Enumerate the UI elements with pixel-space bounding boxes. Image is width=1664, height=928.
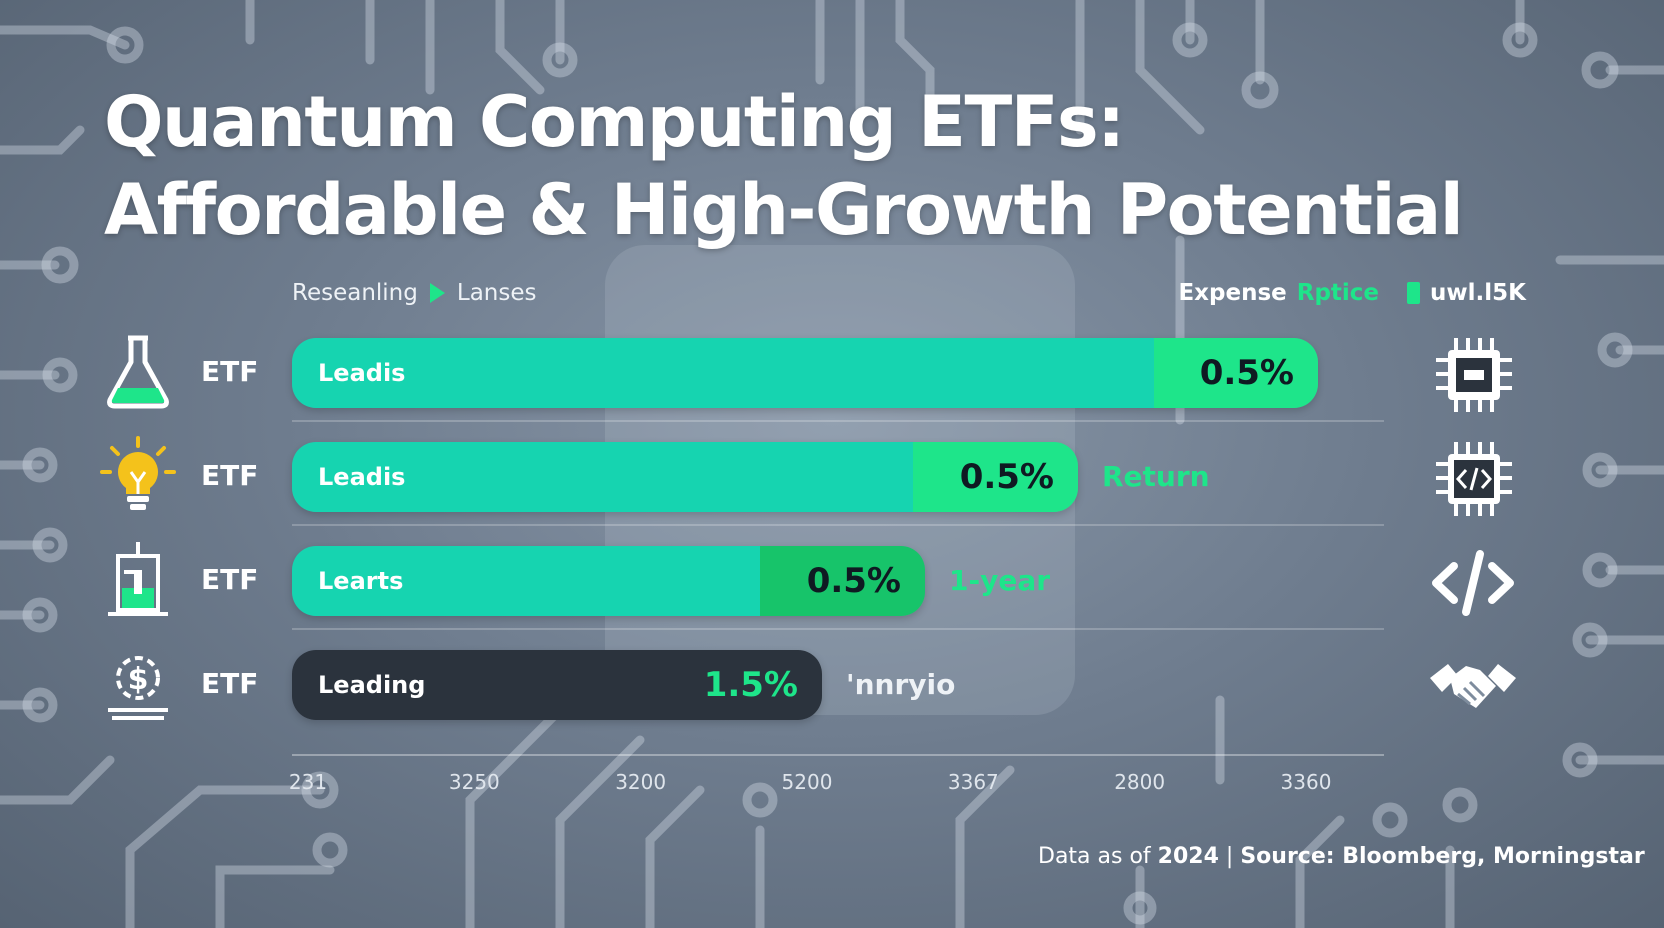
source-note: Data as of 2024 | Source: Bloomberg, Mor… bbox=[1038, 844, 1645, 869]
bar-segment-base bbox=[292, 442, 913, 512]
x-tick-label: 3360 bbox=[1280, 770, 1332, 794]
bar: Leadis 0.5% bbox=[292, 338, 1318, 408]
row-divider bbox=[292, 420, 1384, 422]
handshake-icon bbox=[1428, 642, 1518, 732]
dollar-gear-icon: $ bbox=[100, 644, 176, 724]
x-tick-label: 3200 bbox=[615, 770, 667, 794]
row-divider bbox=[292, 524, 1384, 526]
bar-label: Learts bbox=[318, 567, 404, 595]
lab-stand-icon bbox=[100, 540, 176, 620]
bar-value-label: 0.5% bbox=[1199, 353, 1294, 393]
source-prefix: Data as of bbox=[1038, 844, 1151, 869]
bar-segment-highlight bbox=[913, 442, 1078, 512]
bar: Leadis 0.5% bbox=[292, 442, 1078, 512]
bar-side-label: Return bbox=[1102, 460, 1210, 493]
bar: Leading 1.5% bbox=[292, 650, 822, 720]
legend-price-label: Rptice bbox=[1296, 280, 1380, 306]
etf-label: ETF bbox=[201, 667, 259, 700]
bar-segment-highlight bbox=[1154, 338, 1318, 408]
bar-value-label: 0.5% bbox=[959, 457, 1054, 497]
etf-label: ETF bbox=[201, 459, 259, 492]
legend-text: Lanses bbox=[456, 280, 537, 306]
code-brackets-icon bbox=[1428, 538, 1518, 628]
bar-segment-base bbox=[292, 650, 822, 720]
chip-icon bbox=[1428, 330, 1518, 420]
play-triangle-icon bbox=[429, 283, 445, 303]
code-chip-icon bbox=[1428, 434, 1518, 524]
bar-side-label: 1-year bbox=[949, 564, 1051, 597]
legend-value-label: uwl.l5K bbox=[1430, 280, 1526, 306]
bar-value-label: 1.5% bbox=[703, 665, 798, 705]
etf-label: ETF bbox=[201, 355, 259, 388]
bar-side-label: 'nnryio bbox=[846, 668, 956, 701]
source-year: 2024 bbox=[1157, 844, 1219, 869]
x-tick-label: 3250 bbox=[448, 770, 500, 794]
bar-segment-base bbox=[292, 338, 1154, 408]
row-divider bbox=[292, 628, 1384, 630]
bar-label: Leadis bbox=[318, 359, 406, 387]
x-tick-label: 2800 bbox=[1114, 770, 1166, 794]
title-line-2: Affordable & High-Growth Potential bbox=[104, 169, 1464, 251]
x-tick-label: 5200 bbox=[781, 770, 833, 794]
etf-label: ETF bbox=[201, 563, 259, 596]
bar-label: Leading bbox=[318, 671, 426, 699]
legend-text: Reseanling bbox=[292, 280, 418, 306]
bar-value-label: 0.5% bbox=[806, 561, 901, 601]
x-tick-label: 231 bbox=[288, 770, 328, 794]
legend-right: Expense Rptice uwl.l5K bbox=[1178, 280, 1526, 306]
legend-left: Reseanling Lanses bbox=[292, 280, 536, 306]
lightbulb-icon bbox=[100, 436, 176, 516]
title-line-1: Quantum Computing ETFs: bbox=[104, 81, 1125, 163]
legend-expense-label: Expense bbox=[1178, 280, 1287, 306]
legend-swatch bbox=[1407, 282, 1421, 304]
chart-title: Quantum Computing ETFs: Affordable & Hig… bbox=[104, 78, 1464, 254]
bar-label: Leadis bbox=[318, 463, 406, 491]
bar-segment-highlight bbox=[760, 546, 925, 616]
svg-text:$: $ bbox=[128, 662, 149, 697]
x-axis-line bbox=[292, 754, 1384, 756]
x-tick-label: 3367 bbox=[947, 770, 999, 794]
bar: Learts 0.5% bbox=[292, 546, 925, 616]
flask-icon bbox=[100, 332, 176, 412]
bar-segment-base bbox=[292, 546, 760, 616]
source-separator: | bbox=[1225, 844, 1234, 869]
source-text: Source: Bloomberg, Morningstar bbox=[1240, 844, 1645, 869]
